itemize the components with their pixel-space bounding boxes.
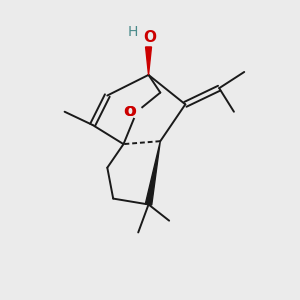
Text: O: O xyxy=(143,31,157,46)
Circle shape xyxy=(130,106,142,118)
Polygon shape xyxy=(145,141,160,205)
Text: O: O xyxy=(124,105,135,119)
Polygon shape xyxy=(146,47,152,75)
Text: O: O xyxy=(124,105,136,119)
Text: H: H xyxy=(127,25,137,39)
